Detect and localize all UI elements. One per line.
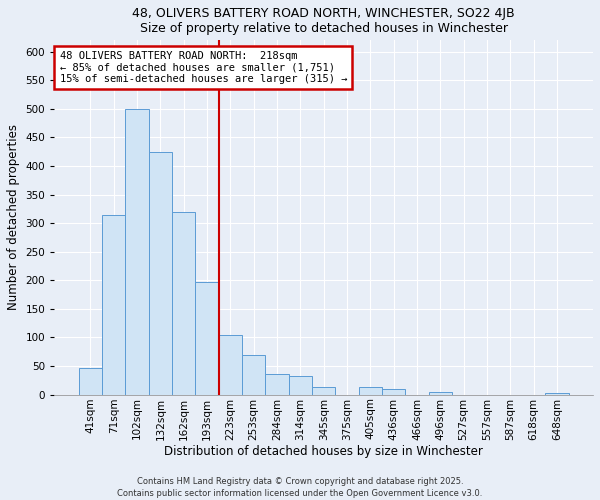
Bar xyxy=(125,110,149,395)
Text: 48 OLIVERS BATTERY ROAD NORTH:  218sqm
← 85% of detached houses are smaller (1,7: 48 OLIVERS BATTERY ROAD NORTH: 218sqm ← … xyxy=(59,51,347,84)
Bar xyxy=(172,212,196,394)
Bar xyxy=(312,386,335,394)
Bar xyxy=(149,152,172,394)
Bar xyxy=(242,354,265,395)
Title: 48, OLIVERS BATTERY ROAD NORTH, WINCHESTER, SO22 4JB
Size of property relative t: 48, OLIVERS BATTERY ROAD NORTH, WINCHEST… xyxy=(133,7,515,35)
Bar xyxy=(79,368,102,394)
Bar xyxy=(196,282,219,395)
X-axis label: Distribution of detached houses by size in Winchester: Distribution of detached houses by size … xyxy=(164,445,483,458)
Y-axis label: Number of detached properties: Number of detached properties xyxy=(7,124,20,310)
Bar xyxy=(428,392,452,394)
Bar xyxy=(219,334,242,394)
Bar xyxy=(382,389,405,394)
Bar xyxy=(102,215,125,394)
Bar xyxy=(359,386,382,394)
Text: Contains HM Land Registry data © Crown copyright and database right 2025.
Contai: Contains HM Land Registry data © Crown c… xyxy=(118,476,482,498)
Bar xyxy=(265,374,289,394)
Bar xyxy=(289,376,312,394)
